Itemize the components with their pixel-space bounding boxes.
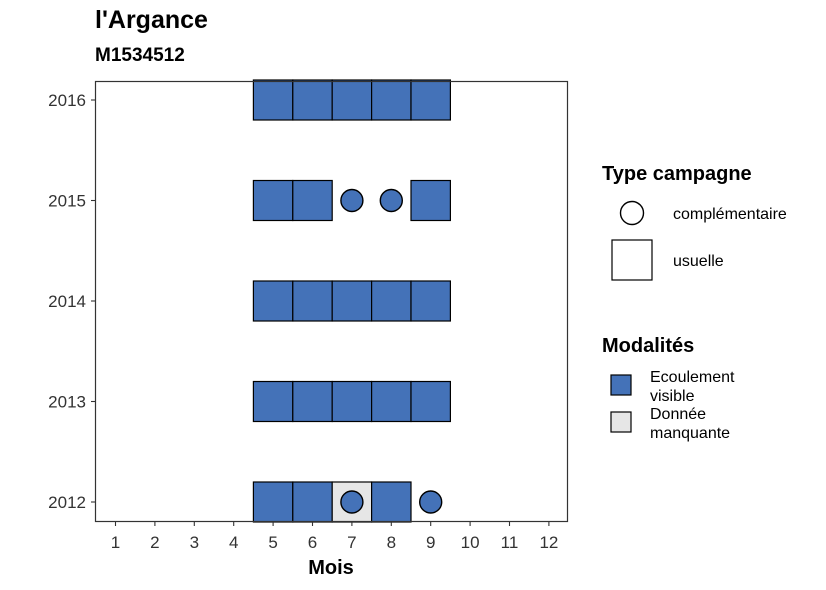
cell-square-2013-7: [331, 380, 373, 423]
cell-square-2013-6: [292, 380, 333, 423]
legend-key-donnee-manquante: [610, 411, 632, 433]
cell-square-2016-8: [371, 79, 412, 121]
x-tick-label: 4: [229, 533, 238, 552]
cell-square-2013-9: [410, 380, 452, 423]
cell-square-2014-7: [331, 280, 373, 322]
y-tick-label: 2013: [48, 393, 86, 412]
chart-subtitle: M1534512: [95, 45, 185, 66]
cell-square-2014-5: [252, 280, 294, 322]
legend-layer: Type campagne complémentaire usuelle Modali…: [602, 163, 787, 442]
cell-square-2014-9: [410, 280, 452, 322]
x-tick-label: 12: [539, 533, 558, 552]
x-tick-label: 3: [190, 533, 199, 552]
cell-circle-2015-7: [340, 188, 364, 213]
x-tick-label: 10: [461, 533, 480, 552]
y-tick-label: 2014: [48, 292, 86, 311]
cell-square-2015-6: [292, 179, 333, 222]
cell-square-2016-7: [331, 79, 373, 121]
x-tick-label: 5: [268, 533, 277, 552]
cell-square-2012-5: [252, 481, 294, 523]
x-axis-title: Mois: [308, 557, 354, 579]
cell-square-2015-9: [410, 179, 452, 222]
cell-square-2013-5: [252, 380, 294, 423]
x-tick-label: 7: [347, 533, 356, 552]
cell-square-2012-8: [371, 481, 412, 523]
cell-square-2016-6: [292, 79, 333, 121]
x-tick-label: 6: [308, 533, 317, 552]
y-tick-label: 2016: [48, 91, 86, 110]
cell-circle-2012-7: [340, 490, 364, 514]
legend-label-ecoulement-visible: Ecoulement visible: [650, 369, 735, 405]
legend-title-type-campagne: Type campagne: [602, 163, 752, 185]
y-tick-label: 2012: [48, 493, 86, 512]
cell-square-2015-5: [252, 179, 294, 222]
legend-label-complementaire: complémentaire: [673, 206, 787, 223]
cells-layer: [252, 79, 452, 523]
x-tick-label: 2: [150, 533, 159, 552]
legend-title-modalites: Modalités: [602, 335, 694, 357]
chart-title: l'Argance: [95, 6, 208, 34]
cell-circle-2012-9: [419, 490, 443, 514]
legend-key-usuelle: [611, 239, 653, 281]
legend-label-donnee-manquante: Donnée manquante: [650, 406, 730, 442]
cell-square-2016-9: [410, 79, 452, 121]
legend-key-ecoulement-visible: [610, 374, 632, 396]
cell-square-2016-5: [252, 79, 294, 121]
x-tick-label: 9: [426, 533, 435, 552]
legend-label-usuelle: usuelle: [673, 253, 724, 270]
x-tick-label: 1: [111, 533, 120, 552]
cell-square-2014-8: [371, 280, 412, 322]
x-tick-label: 11: [501, 533, 519, 552]
cell-square-2012-6: [292, 481, 333, 523]
cell-circle-2015-8: [379, 188, 403, 213]
y-tick-label: 2015: [48, 192, 86, 211]
x-tick-label: 8: [387, 533, 396, 552]
legend-key-complementaire: [619, 200, 645, 226]
cell-square-2013-8: [371, 380, 412, 423]
cell-square-2014-6: [292, 280, 333, 322]
